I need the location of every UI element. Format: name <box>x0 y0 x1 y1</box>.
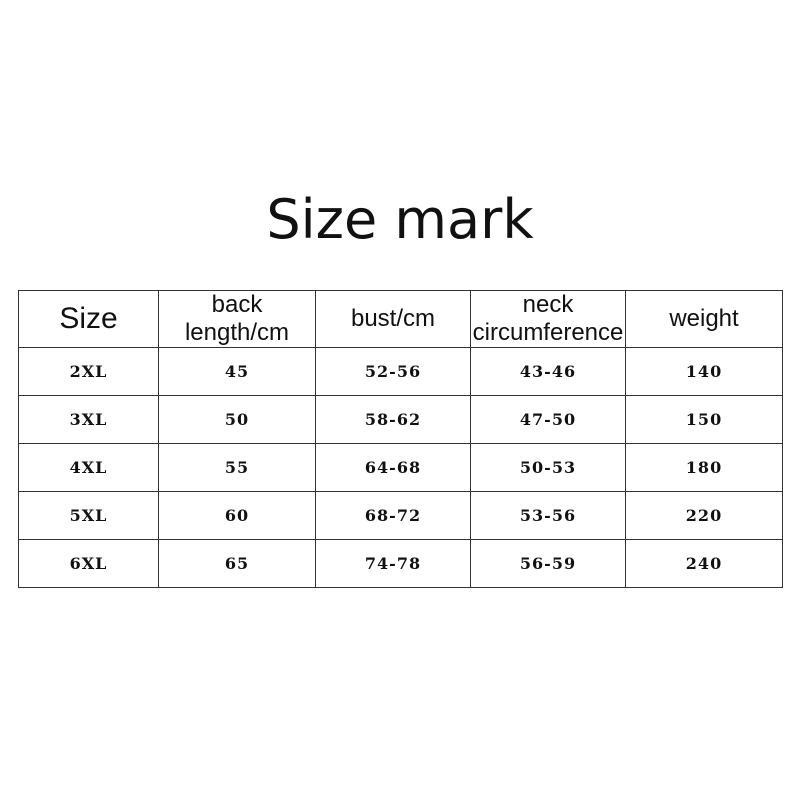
table-cell: 50 <box>158 395 316 444</box>
header-row: Size back length/cm bust/cm neck circumfere… <box>18 290 783 348</box>
column-header: neck circumference <box>470 290 626 348</box>
table-cell: 5XL <box>18 491 159 540</box>
table-row: 6XL 65 74-78 56-59 240 <box>18 539 783 588</box>
table-cell: 58-62 <box>315 395 471 444</box>
size-table: Size back length/cm bust/cm neck circumfere… <box>18 290 783 588</box>
column-header: Size <box>18 290 159 348</box>
table-cell: 45 <box>158 347 316 396</box>
table-cell: 150 <box>625 395 783 444</box>
column-header: back length/cm <box>158 290 316 348</box>
table-cell: 43-46 <box>470 347 626 396</box>
table-row: 2XL 45 52-56 43-46 140 <box>18 347 783 396</box>
table-cell: 52-56 <box>315 347 471 396</box>
column-header: weight <box>625 290 783 348</box>
table-cell: 140 <box>625 347 783 396</box>
table-row: 3XL 50 58-62 47-50 150 <box>18 395 783 444</box>
table-cell: 55 <box>158 443 316 492</box>
table-cell: 220 <box>625 491 783 540</box>
table-cell: 3XL <box>18 395 159 444</box>
table-row: 5XL 60 68-72 53-56 220 <box>18 491 783 540</box>
table-cell: 60 <box>158 491 316 540</box>
table-row: 4XL 55 64-68 50-53 180 <box>18 443 783 492</box>
title: Size mark <box>266 188 534 251</box>
table-cell: 74-78 <box>315 539 471 588</box>
table-cell: 47-50 <box>470 395 626 444</box>
column-header: bust/cm <box>315 290 471 348</box>
table-cell: 4XL <box>18 443 159 492</box>
table-cell: 56-59 <box>470 539 626 588</box>
table-cell: 65 <box>158 539 316 588</box>
table-cell: 180 <box>625 443 783 492</box>
table-cell: 64-68 <box>315 443 471 492</box>
table-cell: 50-53 <box>470 443 626 492</box>
table-cell: 68-72 <box>315 491 471 540</box>
table-cell: 2XL <box>18 347 159 396</box>
table-body: 2XL 45 52-56 43-46 140 3XL 50 58-62 47-50 150 4XL 5… <box>18 347 783 588</box>
table-cell: 240 <box>625 539 783 588</box>
table-cell: 53-56 <box>470 491 626 540</box>
table-cell: 6XL <box>18 539 159 588</box>
